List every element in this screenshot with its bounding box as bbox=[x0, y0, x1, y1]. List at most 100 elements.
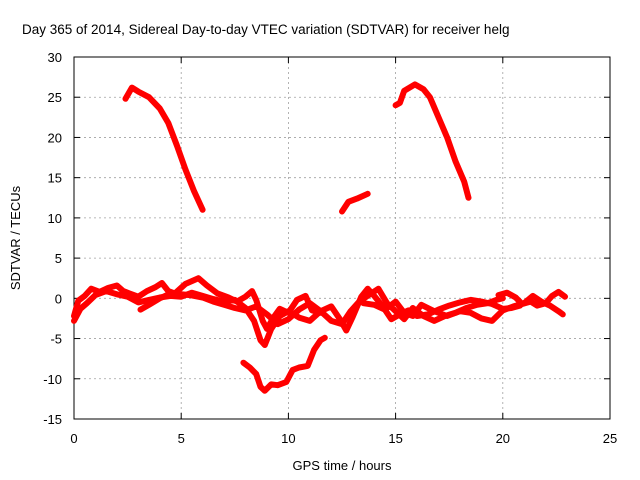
data-point bbox=[204, 282, 210, 289]
data-point bbox=[84, 300, 90, 306]
data-point bbox=[343, 327, 349, 334]
x-axis-label: GPS time / hours bbox=[293, 458, 392, 473]
x-tick-label: 15 bbox=[388, 431, 402, 446]
data-point bbox=[318, 337, 324, 343]
data-point bbox=[444, 313, 450, 319]
data-point bbox=[397, 100, 403, 106]
data-point bbox=[485, 300, 491, 306]
data-point bbox=[262, 342, 268, 348]
data-point bbox=[307, 300, 313, 306]
y-tick-label: 10 bbox=[48, 211, 62, 226]
data-point bbox=[221, 302, 227, 308]
data-point bbox=[182, 167, 189, 173]
data-point bbox=[275, 321, 281, 327]
data-point bbox=[82, 293, 88, 299]
x-tick-label: 0 bbox=[70, 431, 77, 446]
data-point bbox=[365, 191, 371, 197]
data-point bbox=[328, 303, 334, 309]
data-point bbox=[431, 308, 437, 314]
data-point bbox=[322, 335, 328, 341]
data-point bbox=[249, 288, 255, 294]
data-point bbox=[457, 308, 463, 314]
data-point bbox=[178, 291, 184, 297]
data-point bbox=[135, 89, 141, 95]
data-point bbox=[242, 307, 249, 313]
data-point bbox=[157, 105, 163, 112]
data-point bbox=[232, 305, 238, 311]
data-point bbox=[251, 318, 257, 324]
data-point bbox=[129, 85, 135, 91]
data-point bbox=[88, 286, 94, 292]
y-tick-label: -10 bbox=[43, 372, 62, 387]
data-point bbox=[283, 379, 289, 385]
data-point bbox=[489, 318, 495, 324]
data-point bbox=[510, 303, 517, 309]
data-point bbox=[339, 208, 345, 215]
data-point bbox=[504, 290, 510, 296]
data-point bbox=[468, 310, 474, 316]
data-point bbox=[418, 302, 424, 308]
data-point bbox=[294, 297, 300, 303]
data-point bbox=[242, 294, 249, 300]
data-point bbox=[290, 367, 296, 373]
data-point bbox=[393, 102, 399, 108]
data-point bbox=[253, 297, 259, 303]
data-point bbox=[215, 290, 221, 297]
data-point bbox=[260, 318, 266, 324]
data-point bbox=[152, 284, 159, 290]
data-point bbox=[446, 303, 452, 309]
data-point bbox=[420, 313, 427, 319]
x-tick-label: 20 bbox=[496, 431, 510, 446]
data-point bbox=[275, 382, 281, 388]
data-point bbox=[457, 299, 463, 305]
data-point bbox=[285, 308, 291, 314]
data-point bbox=[534, 303, 540, 309]
data-point bbox=[461, 179, 467, 185]
data-point bbox=[191, 188, 197, 194]
y-axis-label: SDTVAR / TECUs bbox=[8, 185, 23, 290]
data-point bbox=[401, 88, 407, 94]
y-tick-label: 30 bbox=[48, 50, 62, 65]
data-point bbox=[530, 293, 536, 299]
data-point bbox=[495, 292, 502, 298]
y-axis: -15 -10 -5 0 5 10 15 20 25 30 bbox=[43, 50, 610, 427]
data-point bbox=[253, 371, 259, 377]
data-point bbox=[555, 308, 562, 314]
data-point bbox=[296, 364, 302, 371]
data-point bbox=[365, 286, 371, 292]
data-point bbox=[71, 318, 77, 324]
data-point bbox=[328, 318, 334, 324]
data-point bbox=[478, 315, 484, 321]
data-point bbox=[345, 199, 351, 205]
data-point bbox=[311, 347, 317, 353]
data-point bbox=[240, 360, 246, 366]
data-point bbox=[474, 302, 480, 308]
data-point bbox=[296, 315, 302, 321]
x-tick-label: 10 bbox=[281, 431, 295, 446]
data-point bbox=[253, 303, 259, 309]
data-point bbox=[431, 318, 437, 324]
data-point bbox=[296, 307, 302, 313]
data-point bbox=[420, 86, 427, 92]
data-point bbox=[444, 134, 450, 140]
series-arc-c bbox=[392, 81, 472, 201]
data-point bbox=[562, 294, 568, 300]
data-point bbox=[412, 81, 418, 87]
chart-title: Day 365 of 2014, Sidereal Day-to-day VTE… bbox=[22, 22, 509, 37]
data-point bbox=[305, 363, 311, 369]
data-point bbox=[465, 195, 472, 201]
data-point bbox=[247, 364, 253, 371]
data-point bbox=[427, 94, 433, 100]
data-point bbox=[122, 96, 129, 102]
series-arc-a bbox=[122, 84, 206, 213]
x-tick-label: 25 bbox=[603, 431, 617, 446]
data-point bbox=[146, 302, 152, 308]
y-tick-label: 5 bbox=[55, 251, 62, 266]
data-point bbox=[410, 313, 416, 319]
data-point bbox=[468, 297, 474, 303]
data-point bbox=[135, 299, 141, 305]
data-point bbox=[277, 313, 283, 319]
data-point bbox=[182, 281, 189, 287]
y-tick-label: 15 bbox=[48, 171, 62, 186]
data-point bbox=[103, 288, 109, 294]
